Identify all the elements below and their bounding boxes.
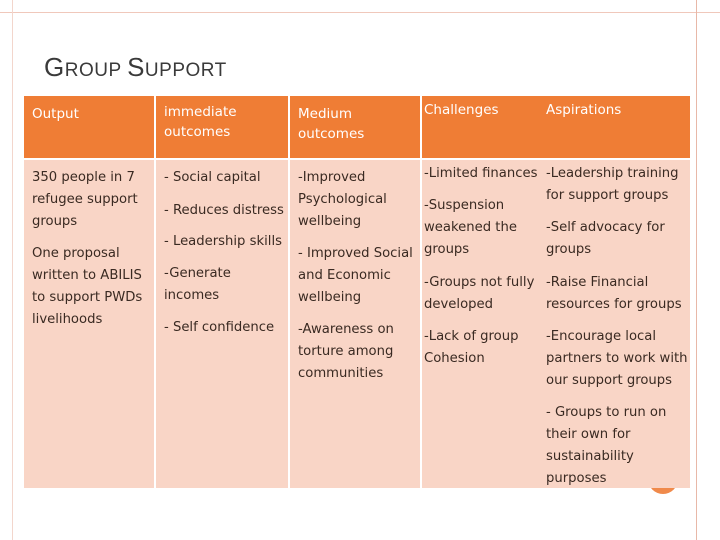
challenge-item: -Groups not fully developed: [424, 275, 535, 312]
output-item: 350 people in 7 refugee support groups: [32, 170, 138, 229]
immediate-outcome-item: - Self confidence: [164, 320, 275, 335]
immediate-outcome-item: - Social capital: [164, 170, 261, 185]
header-medium-outcomes: Medium outcomes: [298, 106, 365, 142]
immediate-outcome-item: - Reduces distress: [164, 203, 284, 218]
slide-title: GROUP SUPPORT: [44, 52, 227, 83]
header-aspirations: Aspirations: [546, 102, 622, 118]
output-item: One proposal written to ABILIS to suppor…: [32, 246, 143, 327]
frame-left-line: [12, 0, 13, 540]
aspiration-item: -Encourage local partners to work with o…: [546, 329, 688, 388]
aspiration-item: -Raise Financial resources for groups: [546, 275, 682, 312]
title-rest-2: UPPORT: [144, 60, 227, 81]
title-initial-2: S: [127, 52, 145, 82]
header-output: Output: [32, 106, 79, 122]
frame-top-line: [0, 12, 720, 13]
immediate-outcome-item: -Generate incomes: [164, 266, 231, 303]
medium-outcome-item: - Improved Social and Economic wellbeing: [298, 246, 413, 305]
title-initial-1: G: [44, 52, 65, 82]
frame-right-line: [696, 0, 697, 540]
header-divider: [24, 158, 690, 160]
header-challenges: Challenges: [424, 102, 499, 118]
medium-outcome-item: -Awareness on torture among communities: [298, 322, 394, 381]
support-table: Output immediate outcomes Medium outcome…: [24, 96, 690, 488]
challenge-item: -Suspension weakened the groups: [424, 198, 517, 257]
aspiration-item: -Leadership training for support groups: [546, 166, 679, 203]
header-immediate-outcomes: immediate outcomes: [164, 104, 237, 140]
immediate-outcome-item: - Leadership skills: [164, 234, 282, 249]
column-divider: [288, 96, 290, 488]
aspiration-item: -Self advocacy for groups: [546, 220, 665, 257]
table-header-row: [24, 96, 690, 158]
column-divider: [420, 96, 422, 488]
column-divider: [154, 96, 156, 488]
title-rest-1: ROUP: [64, 60, 128, 81]
challenge-item: -Limited finances: [424, 166, 538, 181]
aspiration-item: - Groups to run on their own for sustain…: [546, 405, 667, 486]
medium-outcome-item: -Improved Psychological wellbeing: [298, 170, 387, 229]
challenge-item: -Lack of group Cohesion: [424, 329, 519, 366]
